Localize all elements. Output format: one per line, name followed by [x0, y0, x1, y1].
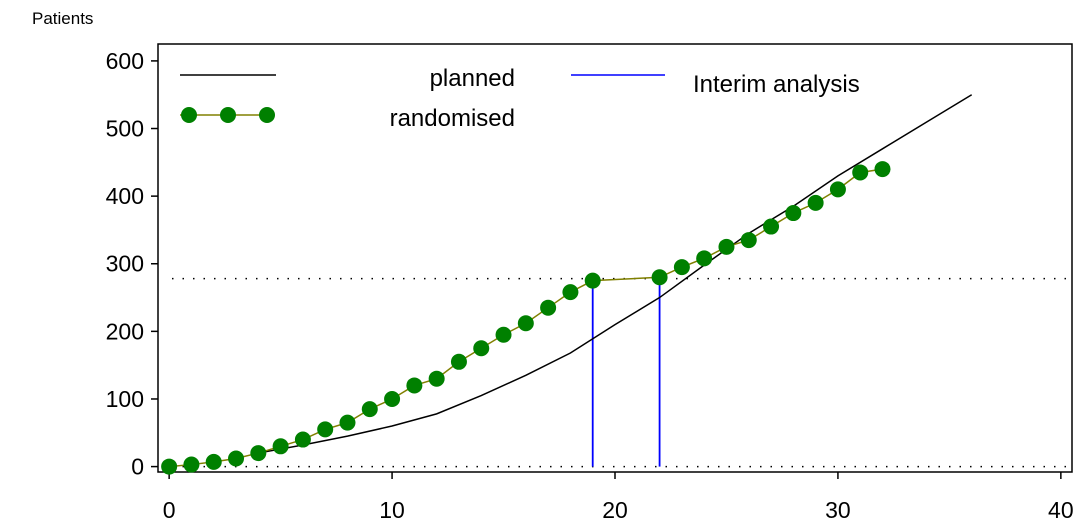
data-point-randomised	[428, 370, 445, 387]
data-point-randomised	[763, 218, 780, 235]
legend-label-interim: Interim analysis	[693, 71, 860, 98]
reference-lines	[172, 277, 1068, 468]
data-point-randomised	[696, 250, 713, 267]
data-point-randomised	[339, 414, 356, 431]
data-point-randomised	[205, 453, 222, 470]
data-point-randomised	[183, 456, 200, 473]
legend-label-planned: planned	[430, 65, 515, 92]
legend-marker-randomised	[220, 107, 236, 123]
data-point-randomised	[852, 164, 869, 181]
y-tick-label: 100	[106, 386, 144, 412]
data-point-randomised	[228, 450, 245, 467]
data-point-randomised	[473, 340, 490, 357]
data-point-randomised	[718, 238, 735, 255]
data-point-randomised	[250, 445, 267, 462]
series-layer	[161, 94, 973, 475]
legend-label-randomised: randomised	[390, 105, 515, 132]
data-point-randomised	[807, 194, 824, 211]
data-point-randomised	[294, 431, 311, 448]
x-tick-label: 20	[602, 497, 628, 523]
data-point-randomised	[361, 401, 378, 418]
data-point-randomised	[384, 390, 401, 407]
data-point-randomised	[874, 161, 891, 178]
y-tick-label: 600	[106, 48, 144, 74]
y-tick-label: 300	[106, 251, 144, 277]
y-axis-label: Patients	[32, 9, 93, 28]
y-tick-label: 500	[106, 116, 144, 142]
data-point-randomised	[829, 181, 846, 198]
legend-marker-randomised	[259, 107, 275, 123]
data-point-randomised	[317, 421, 334, 438]
y-tick-label: 400	[106, 183, 144, 209]
series-line-planned	[258, 94, 973, 454]
x-tick-label: 30	[825, 497, 851, 523]
legend: planned randomised Interim analysis	[180, 65, 860, 132]
x-tick-label: 10	[379, 497, 405, 523]
data-point-randomised	[495, 326, 512, 343]
data-point-randomised	[272, 438, 289, 455]
plot-frame	[157, 43, 1073, 473]
data-point-randomised	[161, 458, 178, 475]
x-tick-label: 0	[163, 497, 176, 523]
data-point-randomised	[540, 299, 557, 316]
data-point-randomised	[673, 259, 690, 276]
data-point-randomised	[406, 377, 423, 394]
data-point-randomised	[785, 205, 802, 222]
y-axis: 0 100 200 300 400 500 600	[106, 48, 158, 480]
data-point-randomised	[562, 284, 579, 301]
data-point-randomised	[740, 232, 757, 249]
data-point-randomised	[651, 269, 668, 286]
data-point-randomised	[584, 272, 601, 289]
x-axis: 0 10 20 30 40	[163, 472, 1074, 523]
legend-marker-randomised	[181, 107, 197, 123]
x-tick-label: 40	[1048, 497, 1074, 523]
y-tick-label: 0	[131, 454, 144, 480]
y-tick-label: 200	[106, 318, 144, 344]
data-point-randomised	[517, 315, 534, 332]
data-point-randomised	[450, 353, 467, 370]
